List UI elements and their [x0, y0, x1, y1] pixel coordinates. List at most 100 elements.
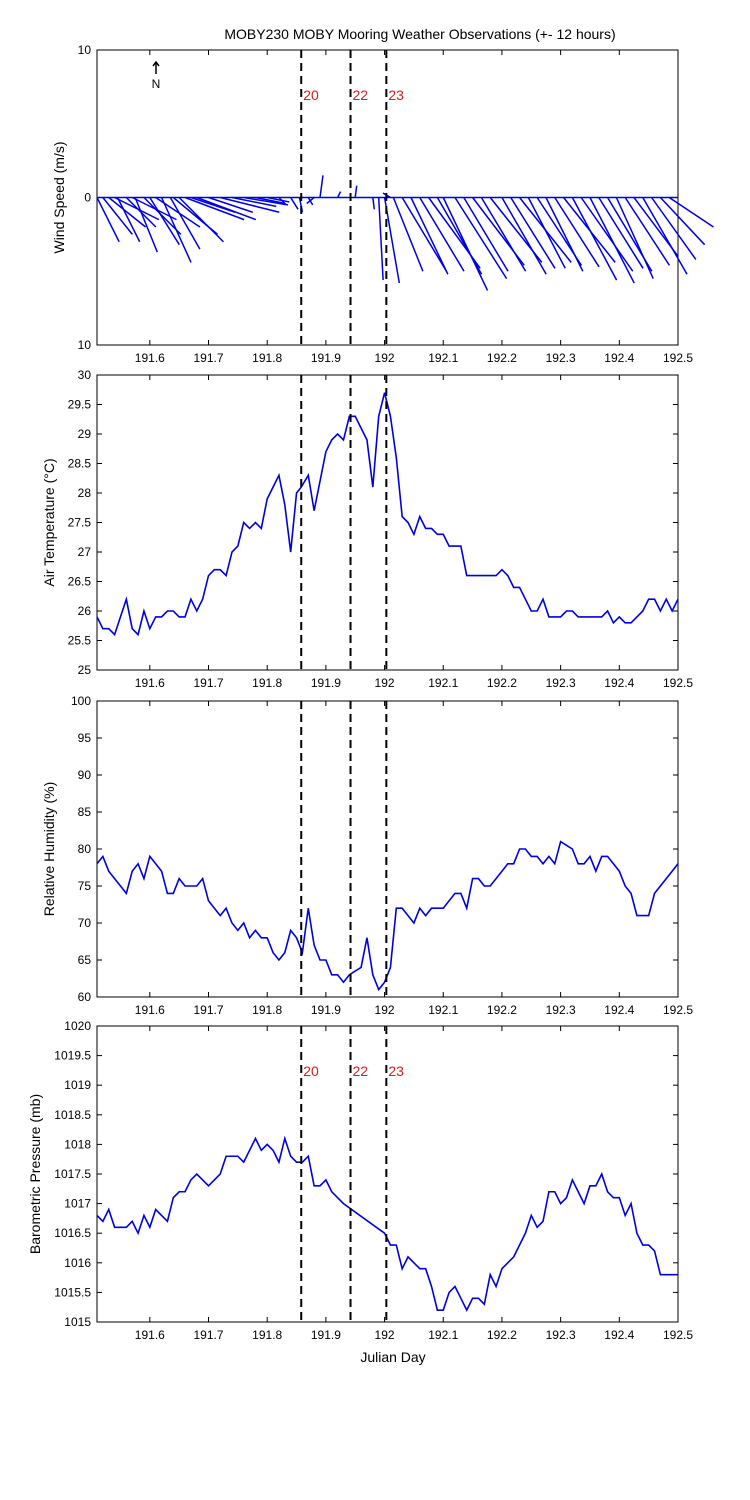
wind-stick: [410, 197, 449, 275]
x-tick-label: 191.6: [135, 1003, 165, 1017]
x-tick-label: 192.2: [487, 351, 517, 365]
x-tick-label: 192.4: [604, 351, 634, 365]
y-tick-label: 1017.5: [54, 1167, 91, 1181]
x-tick-label: 191.6: [135, 1328, 165, 1342]
north-label: N: [152, 77, 161, 91]
y-tick-label: 60: [78, 990, 92, 1004]
wind-stick: [624, 197, 671, 266]
wind-stick: [480, 197, 527, 272]
wind-stick: [392, 197, 424, 272]
y-axis-label: Air Temperature (°C): [41, 458, 57, 586]
y-axis-label: Relative Humidity (%): [41, 782, 57, 917]
y-tick-label: 29.5: [68, 398, 92, 412]
x-tick-label: 192.2: [487, 676, 517, 690]
wind-stick: [169, 197, 201, 250]
x-tick-label: 191.8: [252, 351, 282, 365]
x-tick-label: 191.6: [135, 676, 165, 690]
x-tick-label: 192.1: [428, 1003, 458, 1017]
y-tick-label: 1017: [64, 1197, 91, 1211]
overpass-label: 22: [353, 1063, 369, 1079]
y-tick-label: 95: [78, 731, 92, 745]
y-tick-label: 30: [78, 368, 92, 382]
y-tick-label: 85: [78, 805, 92, 819]
y-tick-label: 27.5: [68, 516, 92, 530]
wind-stick: [377, 197, 384, 281]
wind-stick: [668, 196, 714, 228]
x-tick-label: 191.8: [252, 1003, 282, 1017]
x-tick-label: 192.1: [428, 1328, 458, 1342]
wind-stick: [196, 196, 257, 221]
overpass-label: 23: [388, 87, 404, 103]
wind-stick: [220, 196, 280, 213]
x-tick-label: 192: [375, 1328, 395, 1342]
x-tick-label: 191.7: [193, 1003, 223, 1017]
x-tick-label: 192: [375, 351, 395, 365]
axes-frame: [96, 700, 679, 998]
wind-stick: [501, 197, 547, 275]
wind-stick: [642, 197, 688, 275]
x-tick-label: 192.4: [604, 1328, 634, 1342]
x-tick-label: 192.5: [663, 1328, 693, 1342]
x-tick-label: 192.4: [604, 1003, 634, 1017]
x-tick-label: 192.5: [663, 351, 693, 365]
panels: 100 10 191.6 191.7 191.8 191.9 192 192.1 192.2 19…: [27, 43, 714, 1342]
wind-stick: [598, 197, 644, 269]
y-axis-label: Barometric Pressure (mb): [27, 1094, 43, 1254]
wind-stick: [463, 197, 509, 272]
x-tick-label: 192.3: [546, 676, 576, 690]
y-tick-label: 1015.5: [54, 1285, 91, 1299]
wind-stick: [178, 196, 224, 243]
x-tick-label: 191.7: [193, 351, 223, 365]
overpass-label: 20: [303, 1063, 319, 1079]
y-tick-label: 25.5: [68, 634, 92, 648]
y-tick-label: 29: [78, 427, 92, 441]
wind-stick: [580, 197, 634, 272]
wind-stick: [102, 197, 133, 235]
y-tick-label: 80: [78, 842, 92, 856]
wind-stick: [134, 197, 158, 253]
wind-stick: [659, 196, 706, 246]
x-tick-label: 192.2: [487, 1328, 517, 1342]
wind-stick: [278, 196, 287, 206]
x-tick-label: 191.9: [311, 676, 341, 690]
overpass-label: 22: [353, 87, 369, 103]
y-tick-label: 1018.5: [54, 1108, 91, 1122]
wind-stick: [306, 196, 315, 204]
wind-stick: [149, 197, 180, 246]
x-tick-label: 191.8: [252, 676, 282, 690]
wind-stick: [510, 197, 556, 269]
x-tick-label: 192.2: [487, 1003, 517, 1017]
x-tick-label: 192.5: [663, 676, 693, 690]
overpass-label: 20: [303, 87, 319, 103]
x-axis-label: Julian Day: [360, 1349, 425, 1365]
wind-stick: [243, 196, 289, 206]
wind-stick: [143, 196, 182, 235]
x-tick-label: 192.3: [546, 1328, 576, 1342]
x-tick-label: 192: [375, 676, 395, 690]
wind-stick: [545, 197, 584, 272]
x-tick-label: 192.3: [546, 351, 576, 365]
x-tick-label: 192.5: [663, 1003, 693, 1017]
x-tick-label: 191.9: [311, 1003, 341, 1017]
x-tick-label: 191.9: [311, 351, 341, 365]
y-tick-label: 26.5: [68, 575, 92, 589]
y-tick-label: 100: [71, 694, 91, 708]
x-tick-label: 192: [375, 1003, 395, 1017]
x-tick-label: 192.1: [428, 351, 458, 365]
y-tick-label: 70: [78, 916, 92, 930]
wind-stick: [419, 197, 465, 272]
wind-stick: [231, 196, 277, 208]
y-tick-label: 27: [78, 545, 92, 559]
wind-stick: [615, 197, 654, 279]
y-tick-label: 1020: [64, 1019, 91, 1033]
x-tick-label: 192.4: [604, 676, 634, 690]
wind-stick: [650, 197, 697, 260]
y-tick-label: 1019: [64, 1078, 91, 1092]
y-tick-label: 1019.5: [54, 1049, 91, 1063]
wind-stick: [554, 197, 600, 268]
wind-stick: [96, 197, 120, 243]
y-tick-label: 10: [78, 43, 92, 57]
x-tick-label: 191.6: [135, 351, 165, 365]
wind-stick: [372, 197, 376, 210]
